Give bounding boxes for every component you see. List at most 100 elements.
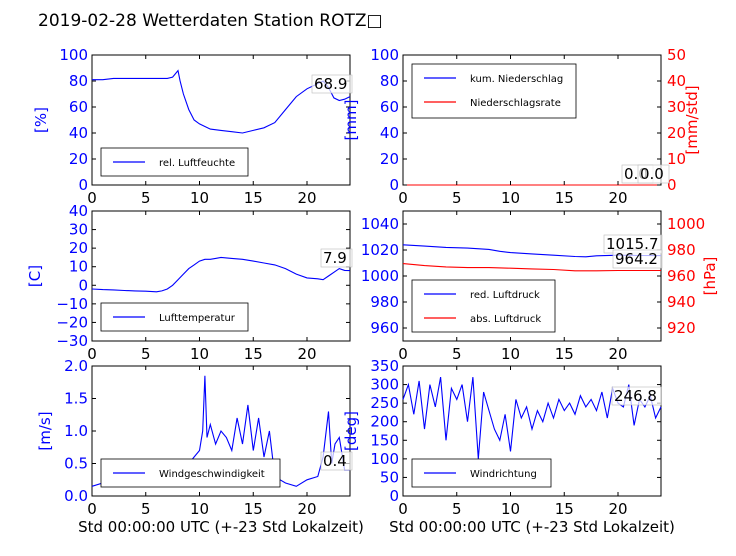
y-tick-label: 20	[69, 239, 88, 257]
x-tick-label: 0	[398, 189, 408, 207]
y-tick-label: 50	[380, 468, 399, 486]
x-tick-label: 20	[608, 500, 627, 518]
legend-box	[411, 63, 577, 119]
y-tick-label: 1040	[361, 215, 399, 233]
x-tick-label: 15	[244, 500, 263, 518]
legend-box	[100, 147, 249, 177]
y-tick-label: 80	[380, 72, 399, 90]
x-tick-label: 20	[297, 345, 316, 363]
y-tick-label: 300	[370, 376, 399, 394]
x-tick-label: 20	[297, 189, 316, 207]
y-tick-label: 20	[69, 150, 88, 168]
x-tick-label: 5	[141, 345, 151, 363]
legend-label: abs. Luftdruck	[470, 314, 541, 325]
panel-temperature: 0 5 10 15 20−30−20−10010203040[C]Lufttempera…	[26, 202, 353, 363]
legend-box	[411, 279, 556, 333]
x-tick-label: 15	[244, 189, 263, 207]
legend-label: Lufttemperatur	[159, 313, 236, 324]
series-line-0	[91, 256, 351, 293]
x-tick-label: 10	[501, 500, 520, 518]
y-tick-label: 100	[370, 450, 399, 468]
x-tick-label: 15	[555, 189, 574, 207]
x-tick-label: 0	[87, 500, 97, 518]
y-tick-label: −20	[56, 313, 88, 331]
value-annotation: 246.8	[614, 387, 657, 405]
y2-tick-label: 50	[667, 46, 686, 64]
x-tick-label: 5	[452, 500, 462, 518]
value-annotation-box	[311, 74, 353, 94]
y-tick-label: 40	[69, 124, 88, 142]
x-tick-label: 0	[398, 345, 408, 363]
y-tick-label: 80	[69, 72, 88, 90]
panel-precip: 0 5 10 15 20 0 20 40 60 80 100 0 10 20 30 40 50 [mm] [mm/s…	[342, 46, 701, 207]
value-annotation: 68.9	[314, 75, 347, 93]
legend-label: Windgeschwindigkeit	[159, 469, 265, 480]
y2-tick-label: 920	[667, 319, 696, 337]
x-tick-label: 20	[608, 189, 627, 207]
y-axis-label: [mm]	[342, 100, 360, 141]
value-annotation: 0.0	[640, 165, 664, 183]
y-tick-label: 980	[370, 293, 399, 311]
y-tick-label: 10	[69, 258, 88, 276]
y-tick-label: 60	[69, 98, 88, 116]
panel-pressure: 0 5 10 15 20 960 980 1000 1020 1040 920 940 960 980 10…	[361, 210, 719, 363]
panel-humidity: 0 5 10 15 20 0 20 40 60 80 100 [%] rel. Luftfeuchte 6…	[32, 46, 353, 207]
y-axis-label: [C]	[26, 265, 44, 287]
y-tick-label: 0	[78, 176, 88, 194]
x-tick-label: 15	[244, 345, 263, 363]
y-tick-label: 30	[69, 221, 88, 239]
panel-windspeed: 0 5 10 15 20 0.0 0.5 1.0 1.5 2.0 [m/s] Std 00:00:00…	[36, 357, 364, 536]
y-axis-label: [%]	[32, 107, 50, 133]
series-line-1	[402, 263, 661, 272]
legend-label: Windrichtung	[470, 469, 537, 480]
y-tick-label: 20	[380, 150, 399, 168]
y-axis-label: [deg]	[342, 411, 360, 451]
x-tick-label: 0	[398, 500, 408, 518]
y-tick-label: 0.5	[64, 455, 88, 473]
y-tick-label: 40	[69, 202, 88, 220]
x-tick-label: 15	[555, 500, 574, 518]
y-tick-label: −10	[56, 295, 88, 313]
value-annotation: 0.4	[323, 452, 347, 470]
y-tick-label: 100	[370, 46, 399, 64]
value-annotation: 7.9	[323, 249, 347, 267]
x-axis-label: Std 00:00:00 UTC (+-23 Std Lokalzeit)	[389, 518, 675, 536]
y2-tick-label: 940	[667, 293, 696, 311]
x-tick-label: 10	[501, 345, 520, 363]
value-annotation-box	[637, 164, 670, 184]
y2-tick-label: 980	[667, 241, 696, 259]
legend-label: red. Luftdruck	[470, 290, 540, 301]
y2-axis-label: [mm/std]	[683, 85, 701, 154]
y-tick-label: 1000	[361, 267, 399, 285]
y-tick-label: 0	[78, 276, 88, 294]
y2-tick-label: 20	[667, 124, 686, 142]
value-annotation: 1015.7	[606, 235, 659, 253]
y-tick-label: 200	[370, 413, 399, 431]
x-tick-label: 20	[608, 345, 627, 363]
figure-title: 2019-02-28 Wetterdaten Station ROTZ□	[38, 11, 383, 31]
y-tick-label: 350	[370, 357, 399, 375]
x-tick-label: 0	[87, 189, 97, 207]
y-tick-label: 250	[370, 394, 399, 412]
y2-tick-label: 30	[667, 98, 686, 116]
y-tick-label: 1020	[361, 241, 399, 259]
x-tick-label: 10	[190, 500, 209, 518]
y-tick-label: 1.0	[64, 422, 88, 440]
x-tick-label: 5	[452, 189, 462, 207]
y-tick-label: 0	[389, 176, 399, 194]
y2-tick-label: 40	[667, 72, 686, 90]
y2-axis-label: [hPa]	[701, 257, 719, 296]
value-annotation-box	[611, 386, 662, 406]
y2-tick-label: 960	[667, 267, 696, 285]
y2-tick-label: 0	[667, 176, 677, 194]
y-tick-label: −30	[56, 332, 88, 350]
value-annotation-box	[320, 451, 353, 471]
y-tick-label: 2.0	[64, 357, 88, 375]
y2-tick-label: 1000	[667, 215, 705, 233]
y-tick-label: 100	[59, 46, 88, 64]
x-tick-label: 10	[190, 189, 209, 207]
x-tick-label: 5	[141, 189, 151, 207]
